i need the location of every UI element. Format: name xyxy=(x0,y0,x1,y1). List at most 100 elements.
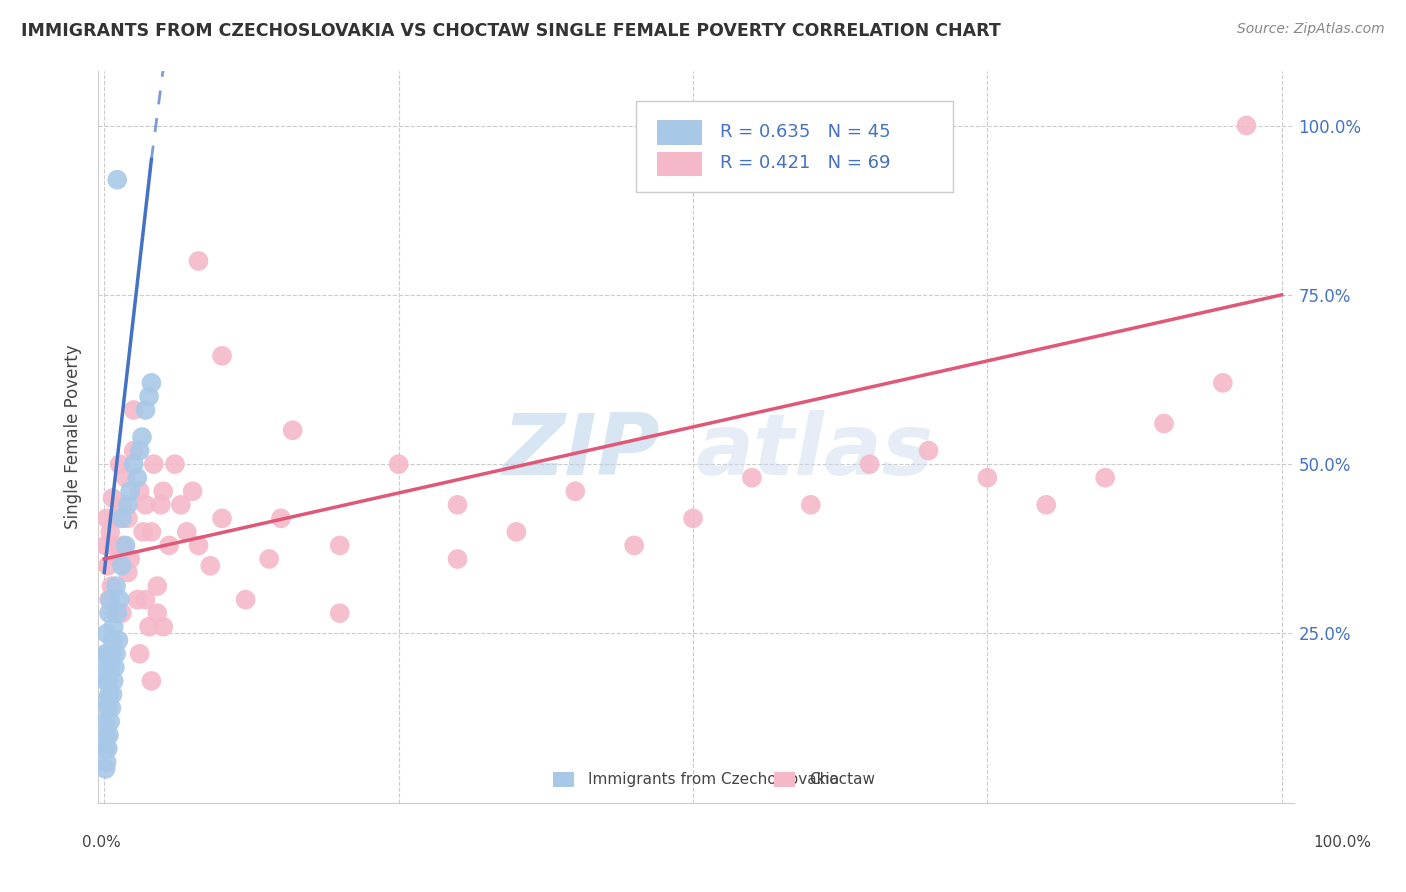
Point xyxy=(142,457,165,471)
FancyBboxPatch shape xyxy=(773,772,796,787)
Point xyxy=(1035,498,1057,512)
Point xyxy=(138,620,160,634)
Point xyxy=(800,498,823,512)
Point xyxy=(281,423,304,437)
Point xyxy=(127,471,149,485)
Point xyxy=(98,606,121,620)
Point xyxy=(97,647,120,661)
Point xyxy=(131,430,153,444)
Point xyxy=(103,673,125,688)
Point xyxy=(270,511,292,525)
Point xyxy=(200,558,222,573)
Point xyxy=(114,538,136,552)
Point xyxy=(152,620,174,634)
Text: R = 0.421   N = 69: R = 0.421 N = 69 xyxy=(720,153,890,172)
Point xyxy=(157,538,180,552)
Point xyxy=(108,592,131,607)
Point xyxy=(97,701,120,715)
Point xyxy=(97,673,120,688)
Point xyxy=(117,498,139,512)
Point xyxy=(98,660,121,674)
Point xyxy=(117,566,139,580)
Text: Source: ZipAtlas.com: Source: ZipAtlas.com xyxy=(1237,22,1385,37)
Point xyxy=(141,524,163,539)
Point xyxy=(235,592,257,607)
Point xyxy=(105,606,128,620)
Point xyxy=(122,457,145,471)
Text: Immigrants from Czechoslovakia: Immigrants from Czechoslovakia xyxy=(589,772,839,787)
Point xyxy=(100,647,122,661)
Point xyxy=(329,606,352,620)
Point xyxy=(96,660,118,674)
Point xyxy=(176,524,198,539)
FancyBboxPatch shape xyxy=(657,120,702,145)
Point xyxy=(120,552,142,566)
Text: 0.0%: 0.0% xyxy=(82,836,121,850)
Point xyxy=(111,558,134,573)
Point xyxy=(163,457,186,471)
Point xyxy=(103,620,125,634)
Point xyxy=(107,633,129,648)
Point xyxy=(122,403,145,417)
Point xyxy=(170,498,193,512)
Point xyxy=(976,471,998,485)
Text: atlas: atlas xyxy=(696,410,934,493)
Text: ZIP: ZIP xyxy=(502,410,661,493)
Point xyxy=(94,647,117,661)
Point xyxy=(96,626,118,640)
Point xyxy=(127,592,149,607)
Point xyxy=(101,491,124,505)
Point xyxy=(96,694,118,708)
Point xyxy=(211,349,233,363)
Point xyxy=(134,403,156,417)
Point xyxy=(98,728,121,742)
Point xyxy=(187,254,209,268)
Point xyxy=(114,471,136,485)
Point xyxy=(134,498,156,512)
Point xyxy=(94,714,117,729)
Point xyxy=(122,443,145,458)
Point xyxy=(98,688,121,702)
Point xyxy=(741,471,763,485)
Point xyxy=(128,443,150,458)
Point xyxy=(96,511,118,525)
Point xyxy=(104,660,127,674)
Point xyxy=(111,498,134,512)
Point xyxy=(94,538,117,552)
Point xyxy=(446,552,468,566)
Point xyxy=(103,538,125,552)
Point xyxy=(105,647,128,661)
Point xyxy=(94,741,117,756)
FancyBboxPatch shape xyxy=(657,152,702,176)
Point xyxy=(101,688,124,702)
Point xyxy=(446,498,468,512)
Point xyxy=(388,457,411,471)
Point xyxy=(108,457,131,471)
Point xyxy=(564,484,586,499)
Point xyxy=(94,673,117,688)
Point xyxy=(859,457,882,471)
Point xyxy=(105,511,128,525)
Point xyxy=(146,606,169,620)
Point xyxy=(682,511,704,525)
Y-axis label: Single Female Poverty: Single Female Poverty xyxy=(65,345,83,529)
FancyBboxPatch shape xyxy=(553,772,574,787)
Text: 100.0%: 100.0% xyxy=(1313,836,1372,850)
Point xyxy=(100,579,122,593)
Point xyxy=(101,633,124,648)
Point xyxy=(134,592,156,607)
Point xyxy=(111,606,134,620)
Point xyxy=(141,376,163,390)
Point xyxy=(1212,376,1234,390)
Point xyxy=(917,443,939,458)
Point xyxy=(97,741,120,756)
Point xyxy=(1094,471,1116,485)
Point xyxy=(100,701,122,715)
Point xyxy=(120,484,142,499)
FancyBboxPatch shape xyxy=(637,101,953,192)
Point xyxy=(146,579,169,593)
Point xyxy=(149,498,172,512)
Point xyxy=(257,552,280,566)
Point xyxy=(128,647,150,661)
Point xyxy=(111,511,134,525)
